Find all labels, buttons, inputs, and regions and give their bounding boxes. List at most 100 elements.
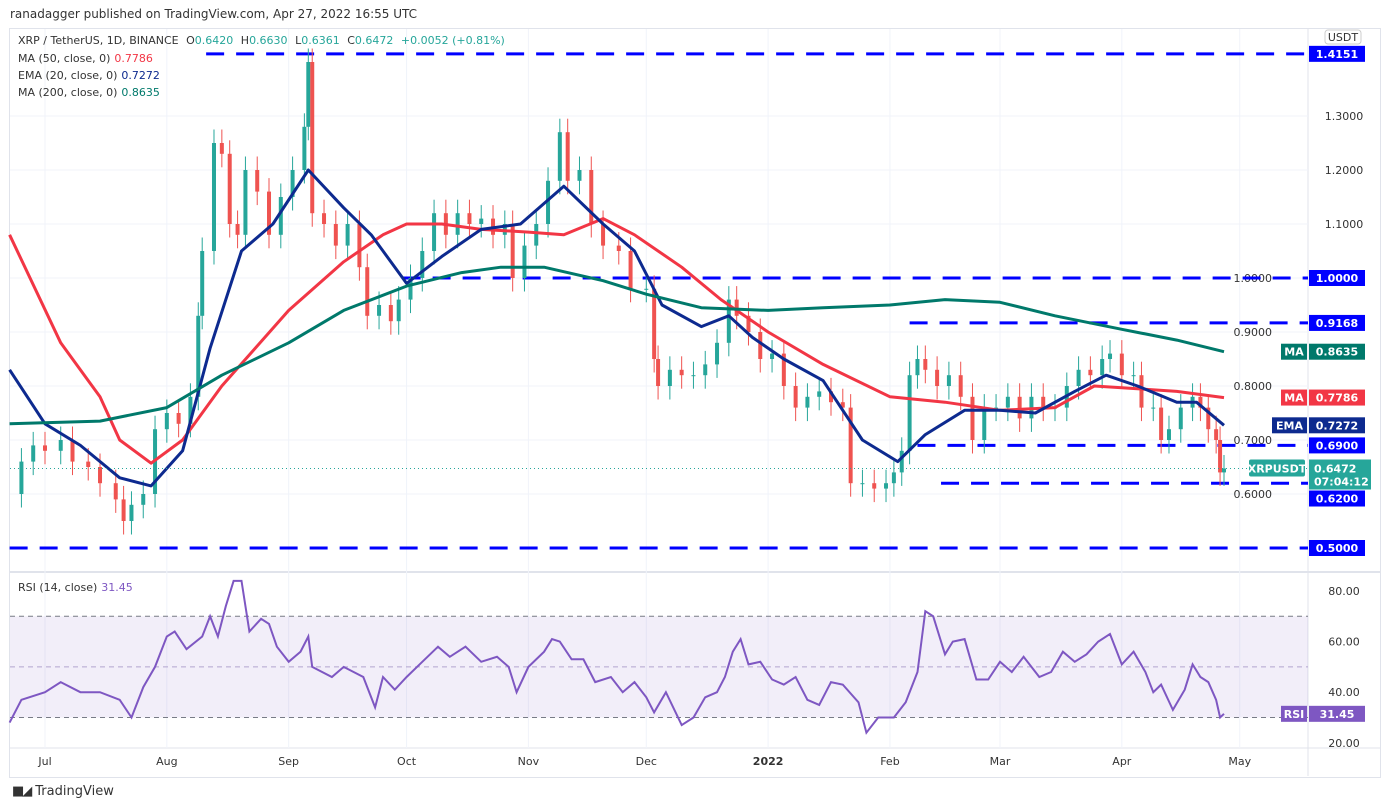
candle-body	[1017, 396, 1022, 419]
candle-body	[781, 353, 786, 386]
candle-body	[1159, 407, 1164, 440]
high-value: 0.6630	[249, 34, 288, 47]
series-value-label: 0.7272	[1316, 419, 1358, 432]
change-value: +0.0052 (+0.81%)	[400, 34, 505, 47]
candle-body	[872, 483, 877, 489]
level-label: 0.9168	[1316, 317, 1358, 330]
time-tick-label: Apr	[1112, 755, 1132, 768]
time-tick-label: Sep	[278, 755, 299, 768]
candle-body	[546, 180, 551, 224]
time-tick-label: Oct	[397, 755, 417, 768]
series-tag-label: MA	[1284, 392, 1304, 405]
candle-body	[86, 461, 91, 467]
ema20-value: 0.7272	[121, 69, 160, 82]
candle-body	[1088, 369, 1093, 376]
candle-body	[227, 153, 232, 224]
candle-body	[915, 359, 920, 376]
candle-body	[19, 461, 24, 494]
candle-body	[1005, 396, 1010, 408]
candle-body	[1131, 375, 1136, 377]
candle-body	[946, 375, 951, 386]
ohlc-high: H0.6630	[241, 34, 288, 47]
rsi-label: RSI (14, close)	[18, 581, 98, 594]
price-tick-label: 0.7000	[1234, 434, 1273, 447]
candle-body	[278, 197, 283, 235]
ma200-line	[9, 265, 1225, 426]
candle-body	[121, 499, 126, 521]
tradingview-brand[interactable]: ■◢ TradingView	[12, 784, 114, 799]
price-tick-label: 1.2000	[1325, 164, 1364, 177]
candle-body	[1119, 353, 1124, 376]
candle-body	[188, 396, 193, 424]
candle-body	[644, 288, 649, 290]
rsi-value: 31.45	[101, 581, 133, 594]
candle-body	[306, 62, 311, 127]
candle-body	[923, 359, 928, 370]
candle-body	[1108, 353, 1113, 359]
ma50-value: 0.7786	[114, 52, 153, 65]
candle-body	[958, 375, 963, 397]
candle-body	[1100, 359, 1105, 376]
price-tick-label: 0.9000	[1234, 326, 1273, 339]
price-tick-label: 1.1000	[1325, 218, 1364, 231]
candle-body	[1198, 396, 1203, 408]
candle-body	[758, 332, 763, 359]
candle-body	[691, 375, 696, 377]
candle-body	[267, 191, 272, 235]
candle-body	[200, 251, 205, 316]
level-tag	[1309, 45, 1365, 62]
candle-body	[164, 413, 169, 430]
time-tick-label: May	[1228, 755, 1251, 768]
ma50-label: MA (50, close, 0)	[18, 52, 111, 65]
candle-body	[98, 467, 103, 484]
symbol-tag-label: XRPUSDT	[1248, 463, 1307, 476]
ma200-label: MA (200, close, 0)	[18, 86, 118, 99]
candle-body	[432, 213, 437, 251]
candle-body	[616, 245, 621, 251]
tradingview-logo-icon: ■◢	[12, 784, 32, 799]
candle-body	[235, 224, 240, 235]
candle-body	[601, 224, 606, 246]
candle-body	[365, 267, 370, 316]
rsi-value-tag	[1309, 705, 1365, 722]
ohlc-close: C0.6472	[347, 34, 393, 47]
ma200-legend[interactable]: MA (200, close, 0) 0.8635	[18, 86, 164, 99]
symbol-title[interactable]: XRP / TetherUS, 1D, BINANCE	[18, 34, 179, 47]
time-tick-label: Mar	[990, 755, 1011, 768]
candle-body	[726, 299, 731, 343]
brand-label: TradingView	[35, 784, 114, 799]
ma50-legend[interactable]: MA (50, close, 0) 0.7786	[18, 52, 157, 65]
candle-body	[302, 126, 307, 170]
candle-body	[935, 369, 940, 386]
price-tick-label: 1.3000	[1325, 110, 1364, 123]
candle-body	[656, 359, 661, 386]
candle-body	[129, 504, 134, 521]
rsi-legend[interactable]: RSI (14, close) 31.45	[18, 581, 137, 594]
candle-body	[860, 483, 865, 485]
time-tick-label: Aug	[156, 755, 177, 768]
candle-body	[793, 386, 798, 408]
candle-body	[565, 132, 570, 181]
candle-body	[534, 224, 539, 246]
level-label: 0.6200	[1316, 493, 1359, 506]
candle-body	[1166, 429, 1171, 440]
ma50-line	[8, 217, 1225, 465]
last-price-label: 0.6472	[1314, 463, 1356, 476]
rsi-tick-label: 40.00	[1328, 686, 1360, 699]
time-tick-label: Jul	[37, 755, 51, 768]
candle-body	[219, 143, 224, 154]
candle-body	[884, 483, 889, 489]
candle-body	[848, 407, 853, 484]
close-label: C	[347, 34, 355, 47]
low-label: L	[295, 34, 302, 47]
candle-body	[522, 245, 527, 278]
time-tick-label: 2022	[753, 755, 784, 768]
ema20-legend[interactable]: EMA (20, close, 0) 0.7272	[18, 69, 164, 82]
candle-body	[58, 440, 63, 451]
rsi-value-label: 31.45	[1320, 708, 1355, 721]
series-tag	[1281, 389, 1307, 406]
price-tick-label: 0.8000	[1234, 380, 1273, 393]
high-label: H	[240, 34, 250, 47]
